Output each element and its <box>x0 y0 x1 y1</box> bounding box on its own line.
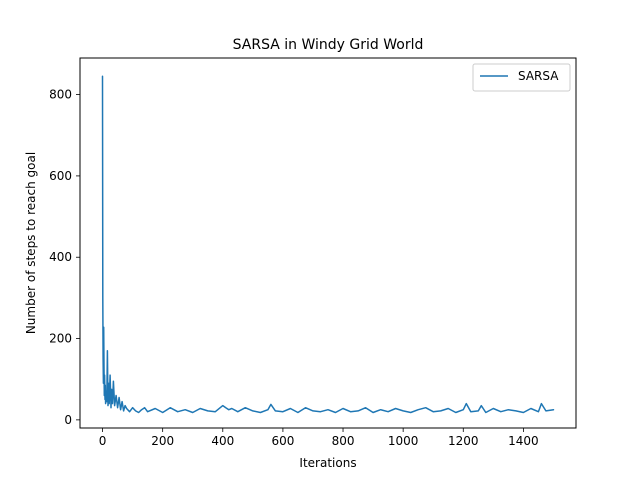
legend-box <box>472 63 571 92</box>
legend-label: SARSA <box>518 69 559 83</box>
plot-area <box>80 58 576 428</box>
x-tick-label: 600 <box>271 434 294 448</box>
series-layer <box>101 75 555 414</box>
y-tick-label: 200 <box>49 332 72 346</box>
x-tick-label: 1000 <box>388 434 419 448</box>
chart-title: SARSA in Windy Grid World <box>233 37 424 53</box>
x-tick-label: 400 <box>211 434 234 448</box>
x-tick-label: 1200 <box>448 434 479 448</box>
x-ticks: 0 200 400 600 800 1000 1200 1400 <box>99 428 539 448</box>
y-tick-label: 400 <box>49 250 72 264</box>
y-tick-label: 0 <box>64 413 72 427</box>
x-tick-label: 1400 <box>508 434 539 448</box>
y-axis-label: Number of steps to reach goal <box>24 152 38 334</box>
x-tick-label: 800 <box>332 434 355 448</box>
axes-frame <box>79 57 577 429</box>
x-tick-label: 200 <box>151 434 174 448</box>
y-ticks: 0 200 400 600 800 <box>49 88 80 427</box>
y-tick-label: 800 <box>49 88 72 102</box>
x-axis-label: Iterations <box>299 456 356 470</box>
x-tick-label: 0 <box>99 434 107 448</box>
y-tick-label: 600 <box>49 169 72 183</box>
series-line-sarsa <box>101 75 555 414</box>
legend: SARSA <box>472 63 571 92</box>
